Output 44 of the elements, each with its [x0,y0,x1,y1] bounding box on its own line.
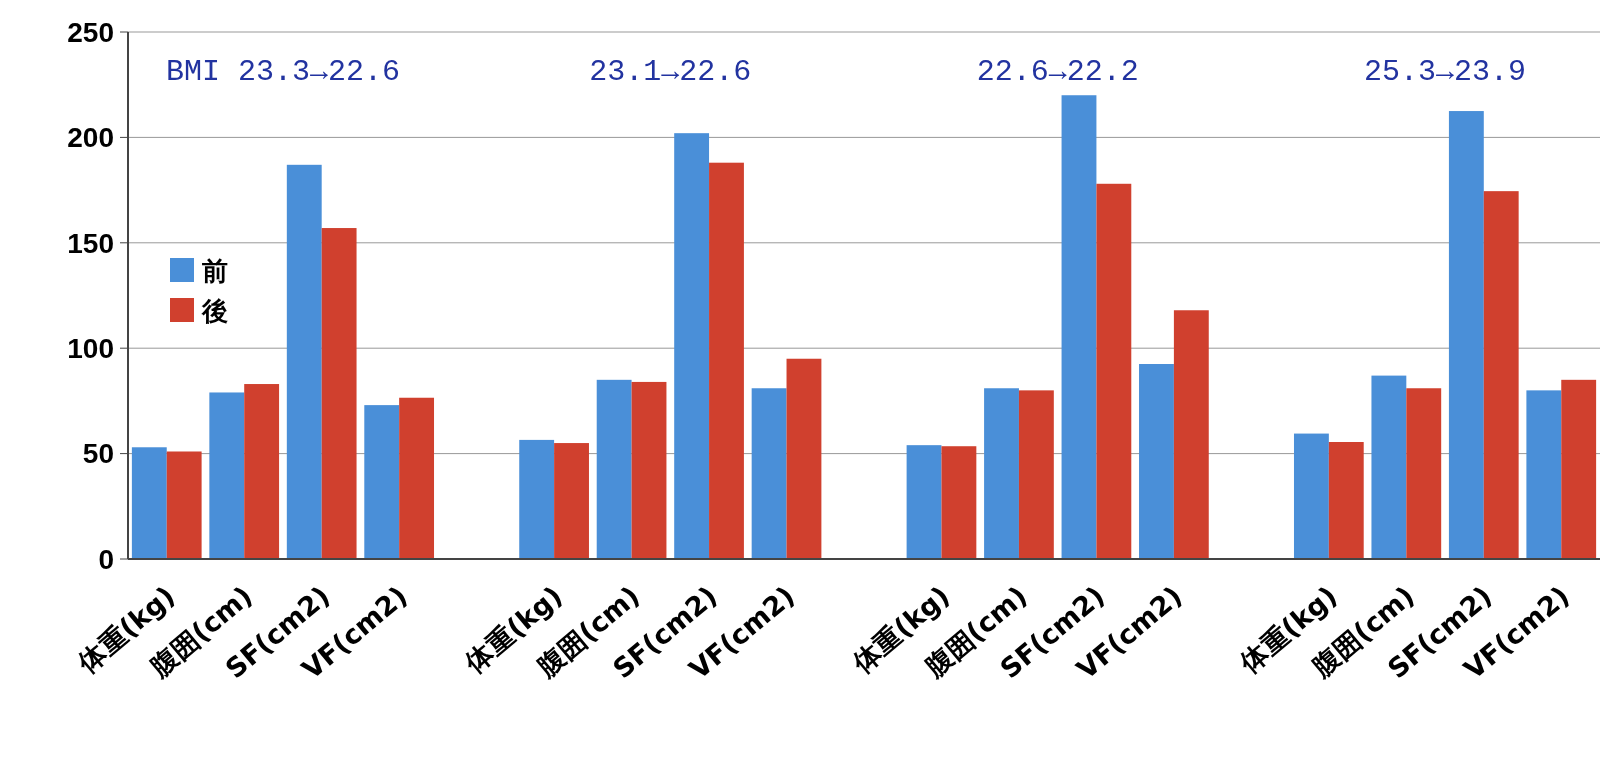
bar [1328,442,1364,559]
y-tick-label: 0 [98,543,114,575]
bar [1526,390,1562,559]
annotation: 25.3→23.9 [1364,55,1527,89]
bar [906,445,942,559]
bar [1018,390,1054,559]
bar [166,451,202,559]
bar [1561,379,1597,559]
bar [674,133,710,559]
bar [941,446,977,559]
bar [519,439,555,559]
bar [244,384,280,559]
legend-label: 前 [201,255,228,286]
y-tick-label: 150 [67,227,114,259]
annotation: BMI 23.3→22.6 [165,55,400,89]
bar [1061,95,1097,559]
bar [984,388,1019,559]
bar [709,162,744,559]
bar [399,397,435,559]
y-tick-label: 100 [67,333,114,364]
bar [596,379,632,559]
bar [1483,191,1519,559]
bar [131,447,167,559]
y-tick-label: 200 [67,122,114,154]
y-tick-label: 50 [82,438,114,470]
annotation: 23.1→22.6 [589,55,752,89]
bar [1139,364,1174,559]
bar [321,228,357,559]
bar [1406,388,1442,559]
bar [1096,183,1132,559]
legend-label: 後 [201,295,228,326]
bar [1173,310,1209,559]
bar [631,381,667,559]
y-tick-label: 250 [67,16,114,48]
bar [286,164,322,559]
bar [364,405,400,559]
bar [1448,111,1484,559]
bar [209,392,245,559]
bar [1293,433,1329,559]
bar [554,443,589,559]
bar [751,388,787,559]
annotation: 22.6→22.2 [976,55,1139,89]
bar [1371,375,1407,559]
bar [786,358,822,559]
